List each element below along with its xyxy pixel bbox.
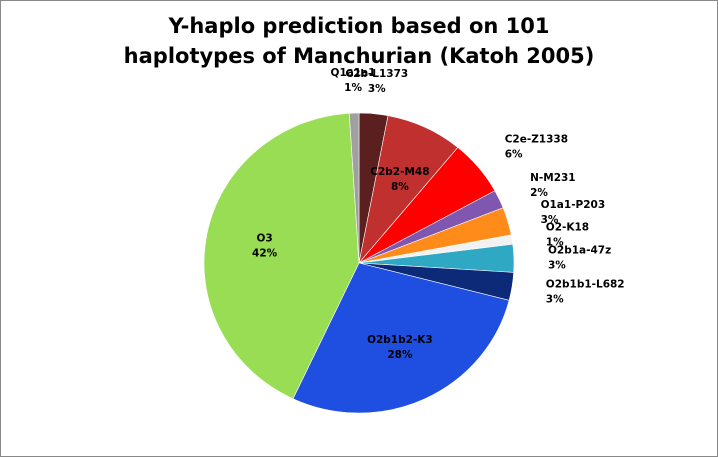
slice-label: C2b-L1373 bbox=[345, 68, 408, 80]
slice-label: N-M231 bbox=[530, 172, 576, 184]
slice-value-label: 3% bbox=[548, 259, 566, 271]
slice-value-label: 28% bbox=[387, 349, 413, 361]
pie-slice bbox=[203, 112, 360, 400]
slice-value-label: 2% bbox=[530, 187, 548, 199]
slice-label: Q1a1a1 bbox=[331, 67, 376, 79]
slice-label: C2e-Z1338 bbox=[505, 133, 568, 145]
slice-label: O2-K18 bbox=[546, 221, 589, 233]
title-box: Y-haplo prediction based on 101 haplotyp… bbox=[1, 11, 717, 71]
chart-title: Y-haplo prediction based on 101 haplotyp… bbox=[123, 14, 595, 68]
slice-label: O2b1b1-L682 bbox=[546, 279, 625, 291]
slice-value-label: 3% bbox=[546, 294, 564, 306]
slice-label: C2b2-M48 bbox=[370, 166, 429, 178]
slice-value-label: 42% bbox=[252, 248, 278, 260]
slice-label: O1a1-P203 bbox=[541, 199, 606, 211]
slice-value-label: 3% bbox=[541, 214, 559, 226]
pie-slice bbox=[292, 262, 510, 414]
slice-value-label: 6% bbox=[505, 148, 523, 160]
slice-label: O3 bbox=[256, 233, 272, 245]
slice-value-label: 8% bbox=[391, 181, 409, 193]
slice-value-label: 3% bbox=[368, 83, 386, 95]
slice-value-label: 1% bbox=[344, 82, 362, 94]
pie-slice bbox=[348, 112, 360, 264]
slice-label: O2b1a-47z bbox=[548, 244, 611, 256]
slice-value-label: 1% bbox=[546, 236, 564, 248]
slice-label: O2b1b2-K3 bbox=[367, 334, 433, 346]
